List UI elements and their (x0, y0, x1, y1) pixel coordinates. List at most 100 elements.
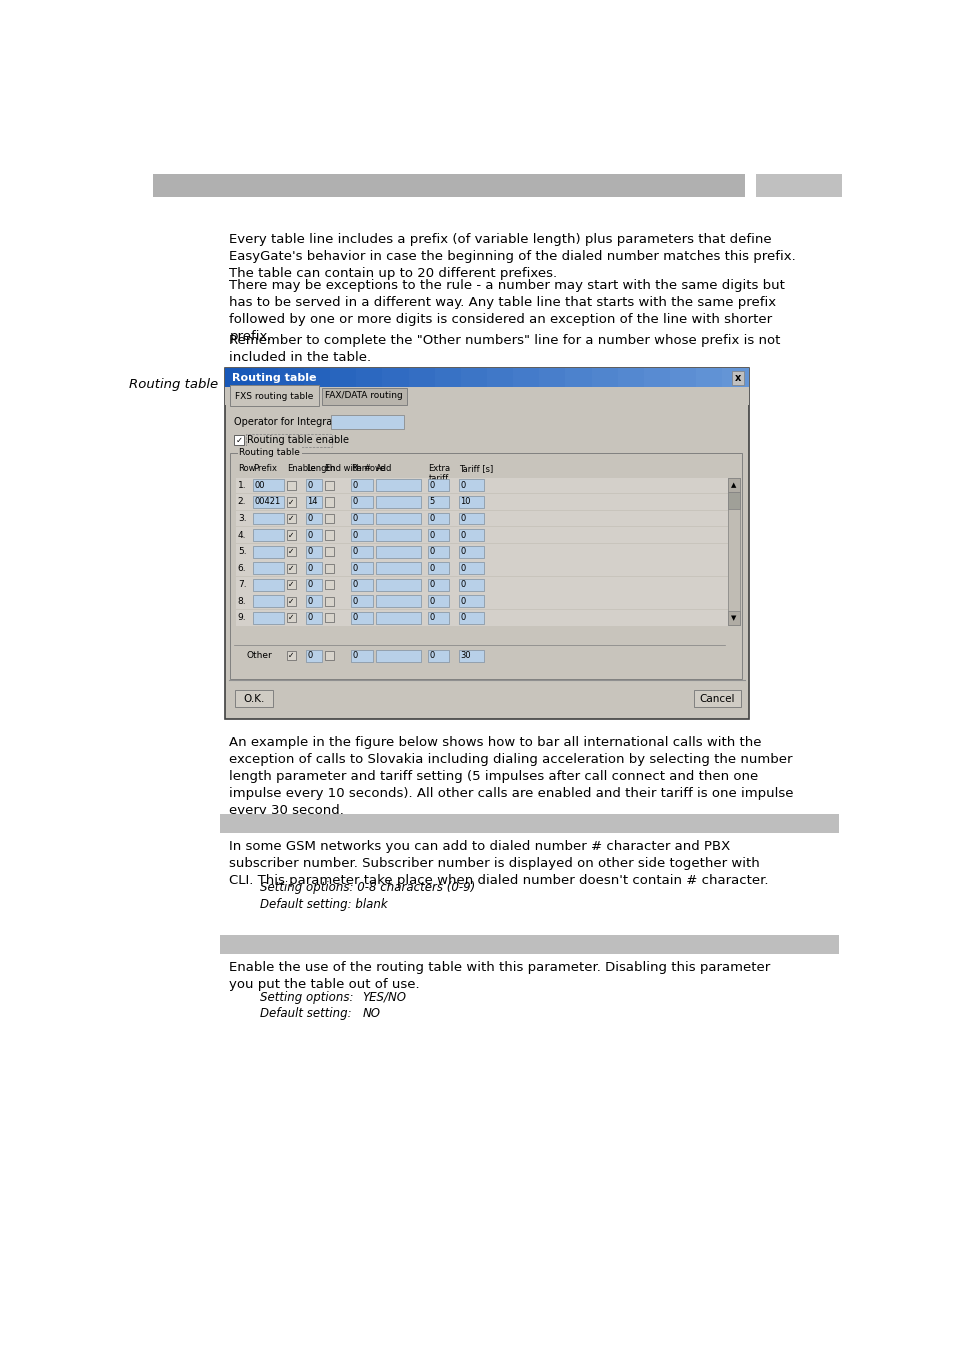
Bar (220, 936, 839, 953)
Text: 0: 0 (307, 613, 313, 622)
Text: In some GSM networks you can add to dialed number # character and PBX
subscriber: In some GSM networks you can add to dial… (229, 840, 768, 887)
Bar (225, 369, 748, 718)
Bar (351, 579, 373, 591)
Bar (565, 369, 592, 387)
Text: 0: 0 (353, 547, 357, 556)
Text: ✓: ✓ (288, 613, 294, 622)
Text: Remove: Remove (351, 464, 385, 472)
Bar (458, 595, 483, 608)
Bar (235, 576, 727, 593)
Text: 0: 0 (429, 580, 434, 589)
Bar (253, 529, 283, 541)
Bar (643, 369, 670, 387)
Bar (427, 612, 449, 624)
Bar (458, 579, 483, 591)
Bar (253, 595, 283, 608)
Bar (306, 612, 321, 624)
Bar (225, 369, 253, 387)
Bar (235, 610, 727, 625)
Bar (286, 580, 295, 590)
Text: Enable the use of the routing table with this parameter. Disabling this paramete: Enable the use of the routing table with… (229, 961, 770, 991)
Bar (286, 531, 295, 540)
Bar (375, 495, 420, 508)
Bar (324, 597, 334, 606)
Bar (591, 369, 618, 387)
Bar (458, 529, 483, 541)
Bar (427, 495, 449, 508)
Text: ✓: ✓ (288, 564, 294, 572)
Text: ▼: ▼ (730, 616, 736, 621)
Text: Operator for Integra: Operator for Integra (233, 417, 332, 427)
Bar (253, 612, 283, 624)
Text: O.K.: O.K. (243, 694, 265, 703)
Bar (669, 369, 697, 387)
Bar (324, 563, 334, 572)
Text: Default setting: blank: Default setting: blank (260, 898, 388, 911)
Bar (306, 649, 321, 662)
Bar (351, 649, 373, 662)
Bar (331, 416, 404, 429)
Text: 0: 0 (429, 613, 434, 622)
Text: Add: Add (375, 464, 392, 472)
Bar (458, 513, 483, 524)
Bar (253, 579, 283, 591)
Bar (427, 545, 449, 558)
Bar (351, 545, 373, 558)
Bar (324, 580, 334, 590)
Text: Cancel: Cancel (700, 694, 735, 703)
Bar (727, 478, 740, 491)
Bar (253, 513, 283, 524)
Bar (286, 481, 295, 490)
Text: Routing table enable: Routing table enable (247, 435, 349, 446)
Text: NO: NO (362, 1007, 380, 1021)
Text: 6.: 6. (237, 564, 246, 572)
Bar (306, 562, 321, 574)
Bar (306, 595, 321, 608)
Bar (306, 579, 321, 591)
Bar (253, 545, 283, 558)
Text: 0: 0 (459, 547, 465, 556)
Text: Extra
tariff: Extra tariff (427, 464, 450, 483)
Bar (351, 595, 373, 608)
Bar (304, 369, 331, 387)
Text: 30: 30 (459, 651, 471, 660)
Text: 0: 0 (307, 597, 313, 606)
Bar (427, 513, 449, 524)
Text: 8.: 8. (237, 597, 246, 606)
Bar (330, 369, 356, 387)
Bar (235, 510, 727, 526)
Bar (351, 562, 373, 574)
Text: 5: 5 (429, 497, 434, 506)
Text: Setting options: 0-8 characters (0-9): Setting options: 0-8 characters (0-9) (260, 882, 475, 894)
Text: 0: 0 (429, 514, 434, 522)
Bar (286, 597, 295, 606)
Bar (235, 594, 727, 609)
Bar (286, 497, 295, 506)
Text: ✓: ✓ (288, 580, 294, 589)
Text: ✓: ✓ (288, 497, 294, 506)
Bar (324, 481, 334, 490)
Text: ✓: ✓ (288, 597, 294, 606)
Bar (458, 562, 483, 574)
Text: Row: Row (237, 464, 255, 472)
Bar (306, 495, 321, 508)
Text: 0: 0 (459, 597, 465, 606)
Text: 00: 00 (254, 481, 265, 490)
Bar (458, 545, 483, 558)
Bar (235, 478, 727, 493)
Bar (306, 545, 321, 558)
Text: ✓: ✓ (288, 514, 294, 522)
Text: Remember to complete the "Other numbers" line for a number whose prefix is not
i: Remember to complete the "Other numbers"… (229, 335, 780, 365)
Text: 0: 0 (353, 651, 357, 660)
Text: x: x (734, 373, 740, 382)
Text: 0: 0 (353, 613, 357, 622)
Bar (355, 369, 383, 387)
Text: 0: 0 (307, 514, 313, 522)
Bar (351, 529, 373, 541)
Text: 0: 0 (429, 547, 434, 556)
Bar (235, 560, 727, 576)
Text: ✓: ✓ (235, 436, 242, 444)
Text: Setting options:: Setting options: (260, 991, 354, 1003)
Bar (306, 529, 321, 541)
Text: 5.: 5. (237, 547, 246, 556)
